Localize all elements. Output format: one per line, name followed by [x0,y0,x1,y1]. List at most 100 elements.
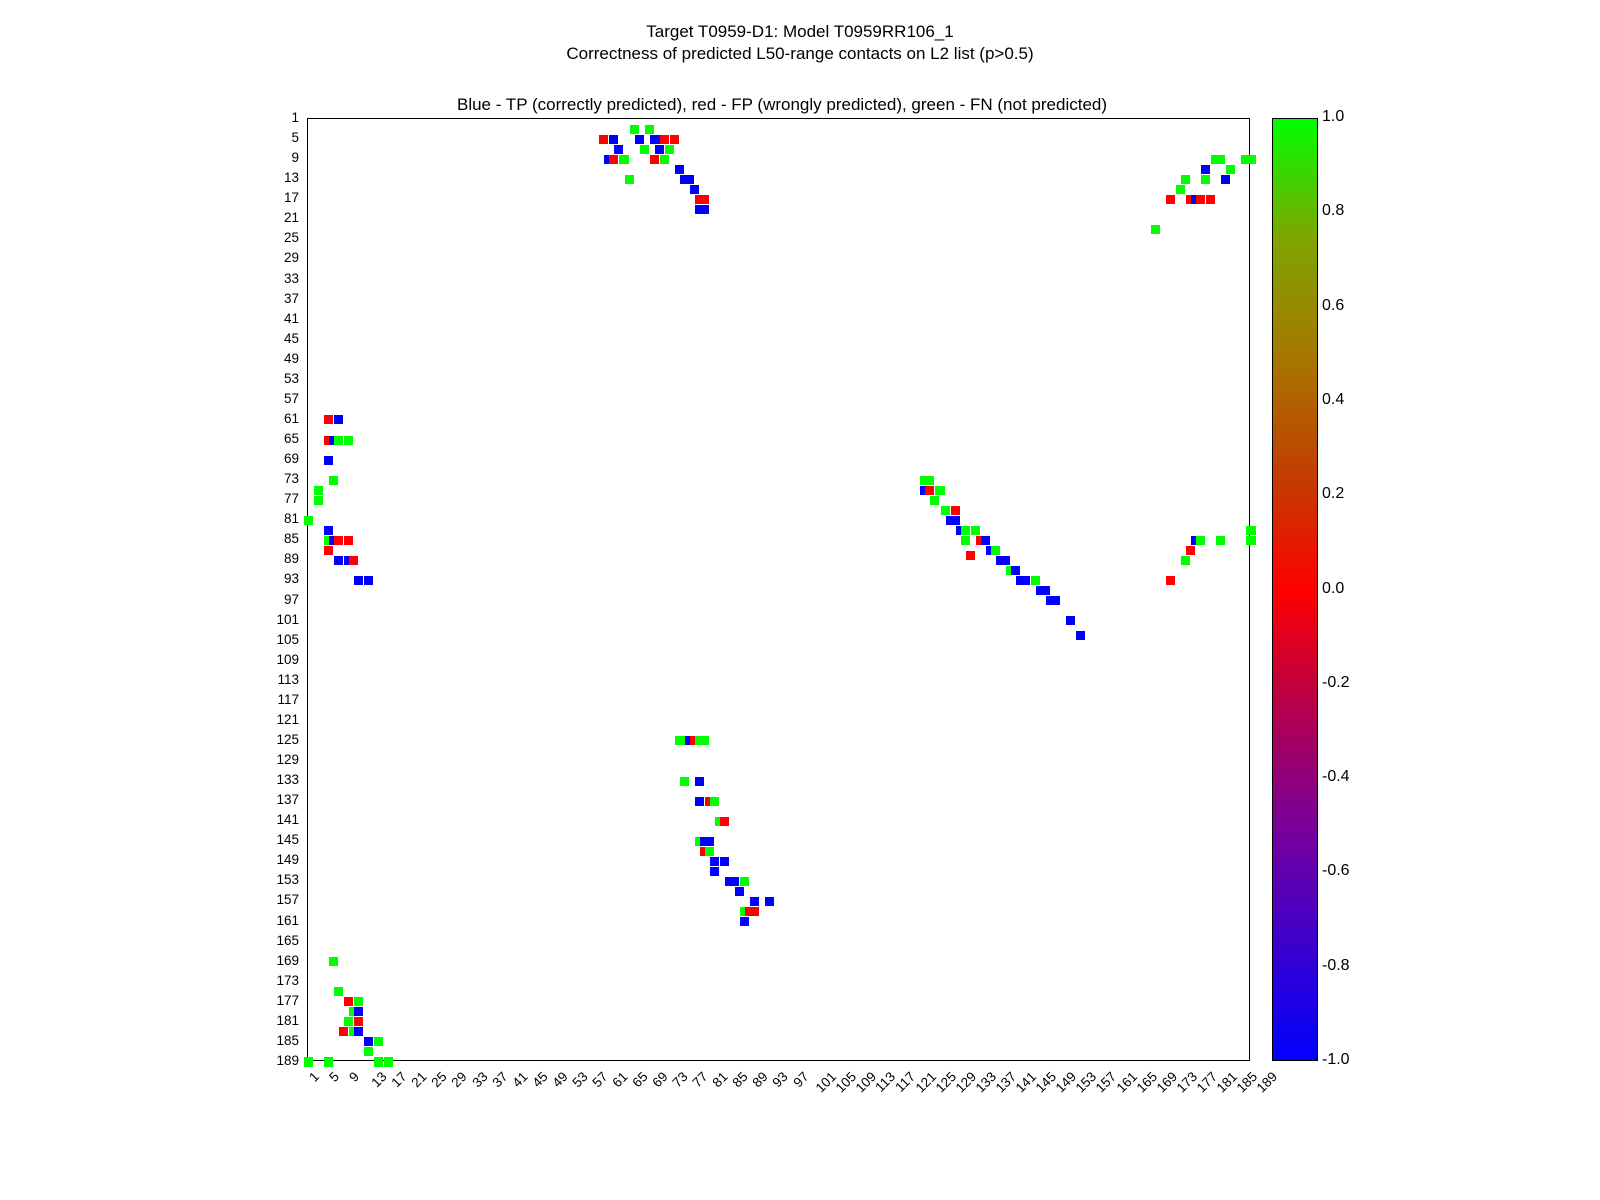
contact-point-blue[interactable] [710,857,719,866]
y-tick-153[interactable]: 153 [269,872,299,887]
y-tick-89[interactable]: 89 [269,551,299,566]
contact-point-blue[interactable] [614,145,623,154]
colorbar-tick-0[interactable]: 0.0 [1322,580,1344,598]
contact-point-green[interactable] [384,1057,393,1066]
x-tick-21[interactable]: 21 [409,1069,430,1090]
contact-point-blue[interactable] [750,897,759,906]
y-tick-141[interactable]: 141 [269,812,299,827]
y-tick-69[interactable]: 69 [269,451,299,466]
colorbar-tick-0.6[interactable]: 0.6 [1322,297,1344,315]
y-tick-149[interactable]: 149 [269,852,299,867]
contact-point-blue[interactable] [695,797,704,806]
y-tick-77[interactable]: 77 [269,491,299,506]
y-tick-137[interactable]: 137 [269,792,299,807]
x-tick-89[interactable]: 89 [750,1069,771,1090]
contact-point-red[interactable] [670,135,679,144]
y-tick-53[interactable]: 53 [269,371,299,386]
y-tick-113[interactable]: 113 [269,672,299,687]
contact-point-red[interactable] [599,135,608,144]
y-tick-81[interactable]: 81 [269,511,299,526]
contact-point-green[interactable] [344,1017,353,1026]
y-tick-25[interactable]: 25 [269,230,299,245]
contact-point-green[interactable] [961,526,970,535]
contact-point-blue[interactable] [364,576,373,585]
contact-point-green[interactable] [314,486,323,495]
contact-point-blue[interactable] [1221,175,1230,184]
y-tick-117[interactable]: 117 [269,692,299,707]
contact-point-blue[interactable] [730,877,739,886]
x-tick-9[interactable]: 9 [346,1069,362,1085]
contact-point-green[interactable] [680,777,689,786]
y-tick-65[interactable]: 65 [269,431,299,446]
x-tick-29[interactable]: 29 [449,1069,470,1090]
y-tick-1[interactable]: 1 [269,110,299,125]
x-tick-189[interactable]: 189 [1254,1069,1281,1096]
contact-point-blue[interactable] [1001,556,1010,565]
contact-point-green[interactable] [971,526,980,535]
contact-point-blue[interactable] [324,526,333,535]
colorbar-tick-0.4[interactable]: 0.4 [1322,391,1344,409]
contact-point-blue[interactable] [695,777,704,786]
contact-point-blue[interactable] [700,205,709,214]
contact-point-red[interactable] [966,551,975,560]
y-tick-17[interactable]: 17 [269,190,299,205]
x-tick-37[interactable]: 37 [489,1069,510,1090]
contact-point-green[interactable] [1246,536,1255,545]
contact-point-blue[interactable] [1021,576,1030,585]
contact-point-blue[interactable] [735,887,744,896]
x-tick-93[interactable]: 93 [770,1069,791,1090]
y-tick-29[interactable]: 29 [269,250,299,265]
contact-point-blue[interactable] [1076,631,1085,640]
y-tick-33[interactable]: 33 [269,271,299,286]
y-tick-9[interactable]: 9 [269,150,299,165]
contact-point-green[interactable] [1246,155,1255,164]
contact-point-blue[interactable] [685,175,694,184]
contact-point-blue[interactable] [765,897,774,906]
y-tick-13[interactable]: 13 [269,170,299,185]
contact-point-red[interactable] [750,907,759,916]
contact-point-red[interactable] [720,817,729,826]
y-tick-169[interactable]: 169 [269,953,299,968]
colorbar-tick--1[interactable]: -1.0 [1322,1051,1350,1069]
x-tick-81[interactable]: 81 [710,1069,731,1090]
x-tick-85[interactable]: 85 [730,1069,751,1090]
contact-point-red[interactable] [334,536,343,545]
x-tick-17[interactable]: 17 [389,1069,410,1090]
contact-point-green[interactable] [645,125,654,134]
contact-point-green[interactable] [925,476,934,485]
y-tick-101[interactable]: 101 [269,612,299,627]
contact-point-red[interactable] [951,506,960,515]
contact-point-green[interactable] [1181,175,1190,184]
x-tick-53[interactable]: 53 [569,1069,590,1090]
contact-point-blue[interactable] [740,917,749,926]
contact-point-blue[interactable] [334,556,343,565]
contact-point-green[interactable] [374,1037,383,1046]
contact-point-green[interactable] [1151,225,1160,234]
contact-point-red[interactable] [609,155,618,164]
x-tick-69[interactable]: 69 [649,1069,670,1090]
contact-point-green[interactable] [364,1047,373,1056]
contact-point-green[interactable] [374,1057,383,1066]
contact-point-blue[interactable] [334,415,343,424]
contact-point-red[interactable] [344,997,353,1006]
contact-point-green[interactable] [930,496,939,505]
contact-point-red[interactable] [1206,195,1215,204]
x-tick-45[interactable]: 45 [529,1069,550,1090]
y-tick-157[interactable]: 157 [269,892,299,907]
y-tick-133[interactable]: 133 [269,772,299,787]
x-tick-77[interactable]: 77 [690,1069,711,1090]
x-tick-41[interactable]: 41 [509,1069,530,1090]
contact-point-green[interactable] [710,797,719,806]
contact-point-blue[interactable] [354,1007,363,1016]
contact-point-blue[interactable] [675,165,684,174]
y-tick-165[interactable]: 165 [269,933,299,948]
y-tick-37[interactable]: 37 [269,291,299,306]
contact-map-plot[interactable] [307,118,1250,1061]
contact-point-blue[interactable] [705,837,714,846]
x-tick-65[interactable]: 65 [629,1069,650,1090]
x-tick-33[interactable]: 33 [469,1069,490,1090]
y-tick-173[interactable]: 173 [269,973,299,988]
colorbar-tick--0.6[interactable]: -0.6 [1322,862,1350,880]
contact-point-green[interactable] [1226,165,1235,174]
contact-point-red[interactable] [1166,576,1175,585]
